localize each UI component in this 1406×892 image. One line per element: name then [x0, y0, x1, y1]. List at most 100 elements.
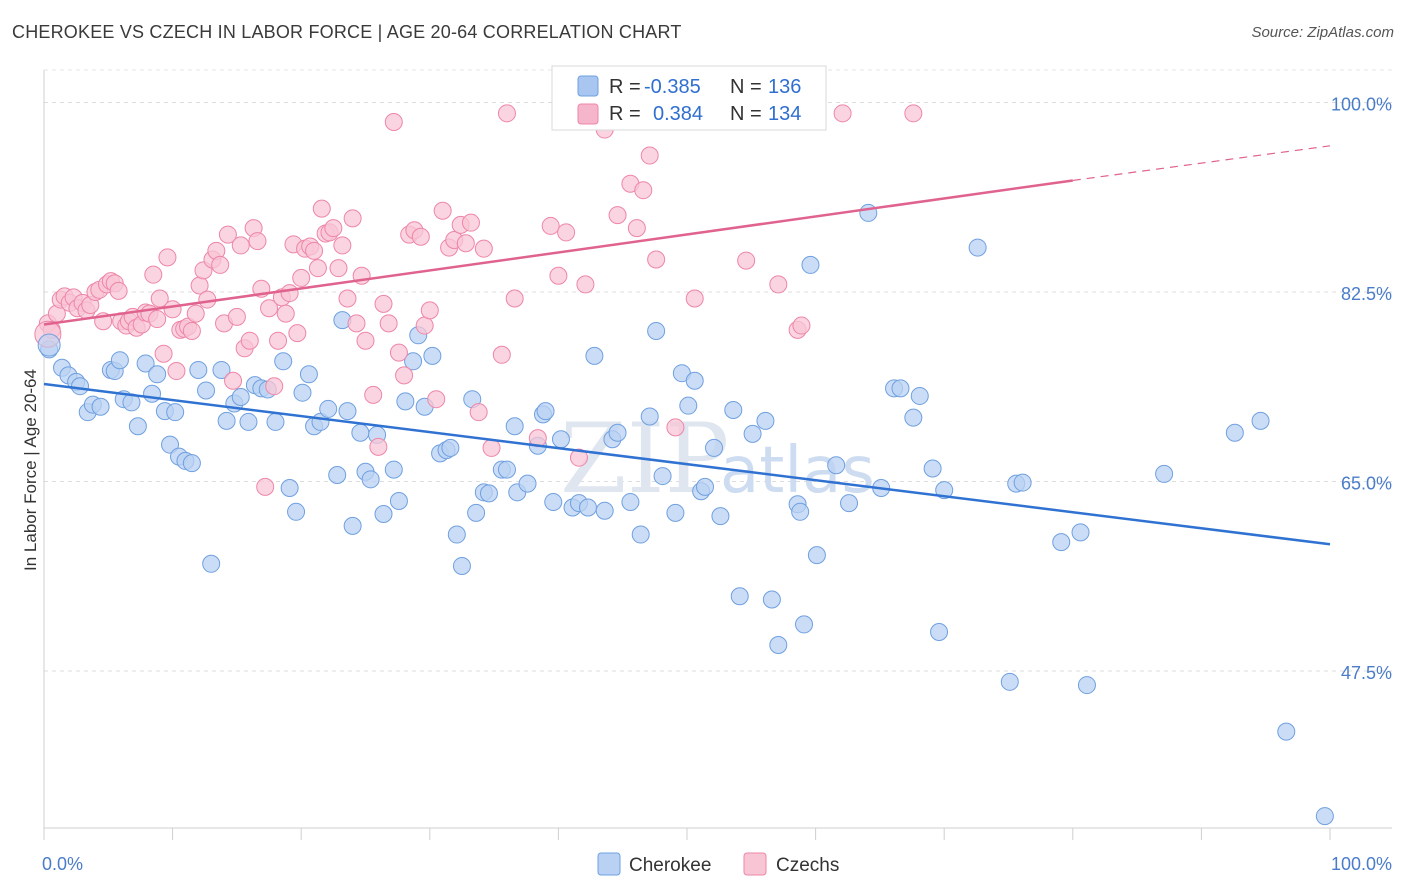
- cherokee-point: [441, 438, 460, 457]
- czechs-point: [109, 281, 128, 300]
- cherokee-point: [287, 502, 306, 521]
- cherokee-point: [585, 346, 604, 365]
- czechs-point: [395, 366, 414, 385]
- y-tick-label: 82.5%: [1341, 284, 1392, 304]
- legend-n-value-czechs: 134: [768, 103, 801, 125]
- cherokee-point: [374, 504, 393, 523]
- x-tick-label: 100.0%: [1331, 854, 1392, 874]
- czechs-point: [384, 112, 403, 131]
- czechs-point: [769, 275, 788, 294]
- cherokee-point: [1225, 423, 1244, 442]
- legend-r-label-cherokee: R =: [609, 76, 641, 98]
- bottom-legend-cherokee: Cherokee: [629, 855, 711, 876]
- cherokee-point: [544, 493, 563, 512]
- cherokee-point: [518, 474, 537, 493]
- cherokee-point: [923, 459, 942, 478]
- axes: [43, 70, 1392, 840]
- czechs-point: [608, 206, 627, 225]
- czechs-point: [333, 236, 352, 255]
- legend-r-label-czechs: R =: [609, 103, 641, 125]
- cherokee-point: [1013, 473, 1032, 492]
- cherokee-point: [791, 502, 810, 521]
- legend-n-value-cherokee: 136: [768, 76, 801, 98]
- czechs-point: [269, 331, 288, 350]
- cherokee-point: [202, 554, 221, 573]
- czechs-point: [292, 268, 311, 287]
- cherokee-point: [795, 615, 814, 634]
- legend-n-label-czechs: N =: [730, 103, 762, 125]
- cherokee-point: [595, 501, 614, 520]
- cherokee-point: [640, 407, 659, 426]
- cherokee-point: [189, 360, 208, 379]
- czechs-point: [569, 448, 588, 467]
- czechs-point: [167, 362, 186, 381]
- czechs-point: [647, 250, 666, 269]
- czechs-point: [248, 232, 267, 251]
- grid-lines: [44, 69, 1392, 672]
- czechs-point: [576, 275, 595, 294]
- cherokee-point: [631, 525, 650, 544]
- czechs-point: [557, 223, 576, 242]
- cherokee-point: [128, 417, 147, 436]
- cherokee-point: [653, 467, 672, 486]
- cherokee-point: [505, 417, 524, 436]
- cherokee-point: [730, 587, 749, 606]
- cherokee-point: [666, 503, 685, 522]
- cherokee-point: [351, 423, 370, 442]
- czechs-point: [474, 239, 493, 258]
- legend-r-value-cherokee: -0.385: [644, 76, 701, 98]
- czechs-point: [227, 307, 246, 326]
- czechs-point: [469, 403, 488, 422]
- cherokee-point: [389, 491, 408, 510]
- cherokee-point: [1315, 807, 1334, 826]
- czechs-point: [627, 219, 646, 238]
- czechs-point: [369, 437, 388, 456]
- czechs-point: [415, 316, 434, 335]
- cherokee-point: [910, 386, 929, 405]
- czechs-point: [541, 216, 560, 235]
- cherokee-point: [217, 411, 236, 430]
- cherokee-point: [536, 402, 555, 421]
- cherokee-point: [696, 477, 715, 496]
- cherokee-point: [274, 352, 293, 371]
- czechs-point: [144, 265, 163, 284]
- cherokee-point: [166, 403, 185, 422]
- cherokee-point: [143, 384, 162, 403]
- czechs-point: [792, 316, 811, 335]
- czechs-point: [265, 377, 284, 396]
- czechs-point: [218, 225, 237, 244]
- cherokee-point: [968, 238, 987, 257]
- cherokee-point: [136, 354, 155, 373]
- cherokee-point: [384, 460, 403, 479]
- cherokee-point: [212, 360, 231, 379]
- czechs-point: [312, 199, 331, 218]
- cherokee-point: [578, 498, 597, 517]
- cherokee-point: [891, 379, 910, 398]
- czechs-point: [389, 343, 408, 362]
- cherokee-point: [319, 399, 338, 418]
- czechs-point: [150, 289, 169, 308]
- czechs-point: [224, 371, 243, 390]
- cherokee-point: [762, 590, 781, 609]
- czechs-point: [347, 314, 366, 333]
- legend-swatch-cherokee: [577, 75, 599, 97]
- cherokee-trend-line: [43, 382, 1331, 546]
- cherokee-point: [404, 352, 423, 371]
- cherokee-point: [266, 412, 285, 431]
- czechs-point: [492, 345, 511, 364]
- cherokee-point: [71, 377, 90, 396]
- cherokee-point: [197, 381, 216, 400]
- czechs-point: [186, 304, 205, 323]
- cherokee-point: [724, 401, 743, 420]
- czechs-point: [379, 314, 398, 333]
- czechs-point: [280, 284, 299, 303]
- czechs-point: [276, 304, 295, 323]
- cherokee-point: [91, 397, 110, 416]
- legend-n-label-cherokee: N =: [730, 76, 762, 98]
- czechs-point: [420, 301, 439, 320]
- czechs-point: [240, 331, 259, 350]
- czechs-point: [640, 146, 659, 165]
- legend-r-value-czechs: 0.384: [653, 103, 703, 125]
- cherokee-point: [1155, 464, 1174, 483]
- czechs-point: [148, 310, 167, 329]
